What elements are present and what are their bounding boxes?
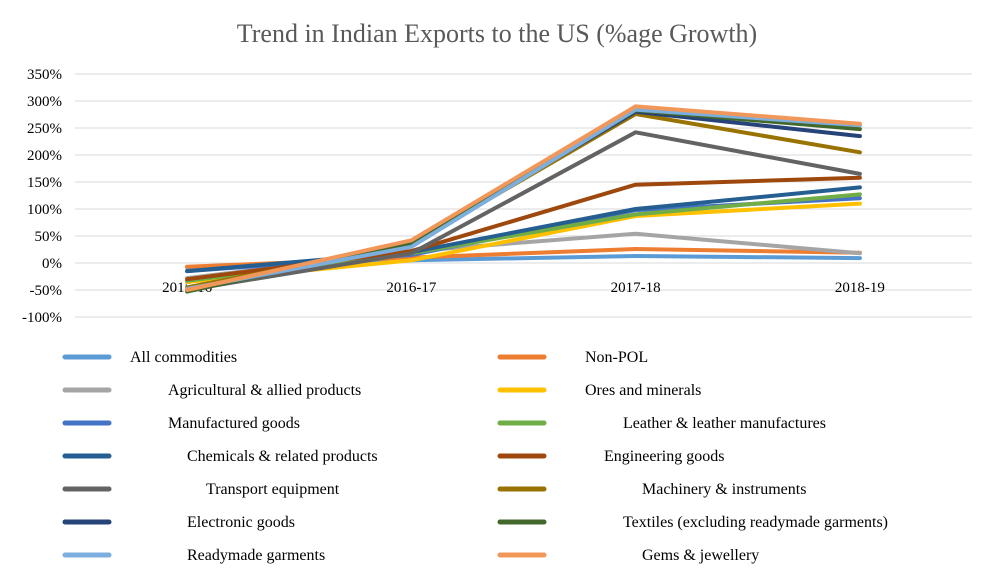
y-tick-label: 200%	[27, 148, 62, 164]
x-axis-ticks: 2015-16 2016-17 2017-18 2018-19	[162, 280, 885, 296]
legend-label: All commodities	[130, 349, 237, 366]
series-line	[185, 107, 862, 291]
y-axis-ticks: -100% -50% 0% 50% 100% 150% 200% 250% 300% 350%	[22, 67, 62, 326]
series-line	[185, 185, 862, 274]
chart-title: Trend in Indian Exports to the US (%age …	[237, 19, 757, 48]
y-tick-label: 150%	[27, 175, 62, 191]
y-tick-label: 0%	[42, 256, 62, 272]
legend-label: Leather & leather manufactures	[623, 415, 826, 432]
x-tick-label: 2016-17	[386, 280, 436, 296]
legend-label: Transport equipment	[206, 481, 340, 498]
legend-label: Engineering goods	[604, 448, 724, 465]
series-line	[185, 130, 862, 292]
legend-label: Manufactured goods	[168, 415, 300, 432]
legend-label: Gems & jewellery	[642, 547, 759, 564]
y-tick-label: 250%	[27, 121, 62, 137]
legend-label: Agricultural & allied products	[168, 382, 361, 399]
legend: All commodities Non-POL Agricultural & all…	[62, 349, 888, 564]
legend-label: Electronic goods	[187, 514, 295, 531]
y-tick-label: 350%	[27, 67, 62, 83]
legend-label: Machinery & instruments	[642, 481, 806, 498]
y-tick-label: 50%	[35, 229, 63, 245]
y-tick-label: 300%	[27, 94, 62, 110]
x-tick-label: 2017-18	[611, 280, 661, 296]
legend-label: Textiles (excluding readymade garments)	[623, 514, 888, 531]
series-line	[185, 104, 862, 292]
x-tick-label: 2018-19	[835, 280, 885, 296]
legend-label: Ores and minerals	[585, 382, 701, 399]
gridlines	[75, 73, 972, 318]
series-lines	[185, 104, 862, 294]
y-tick-label: -50%	[30, 283, 63, 299]
legend-label: Non-POL	[585, 349, 648, 366]
legend-label: Chemicals & related products	[187, 448, 378, 465]
legend-label: Readymade garments	[187, 547, 325, 564]
y-tick-label: -100%	[22, 310, 62, 326]
y-tick-label: 100%	[27, 202, 62, 218]
